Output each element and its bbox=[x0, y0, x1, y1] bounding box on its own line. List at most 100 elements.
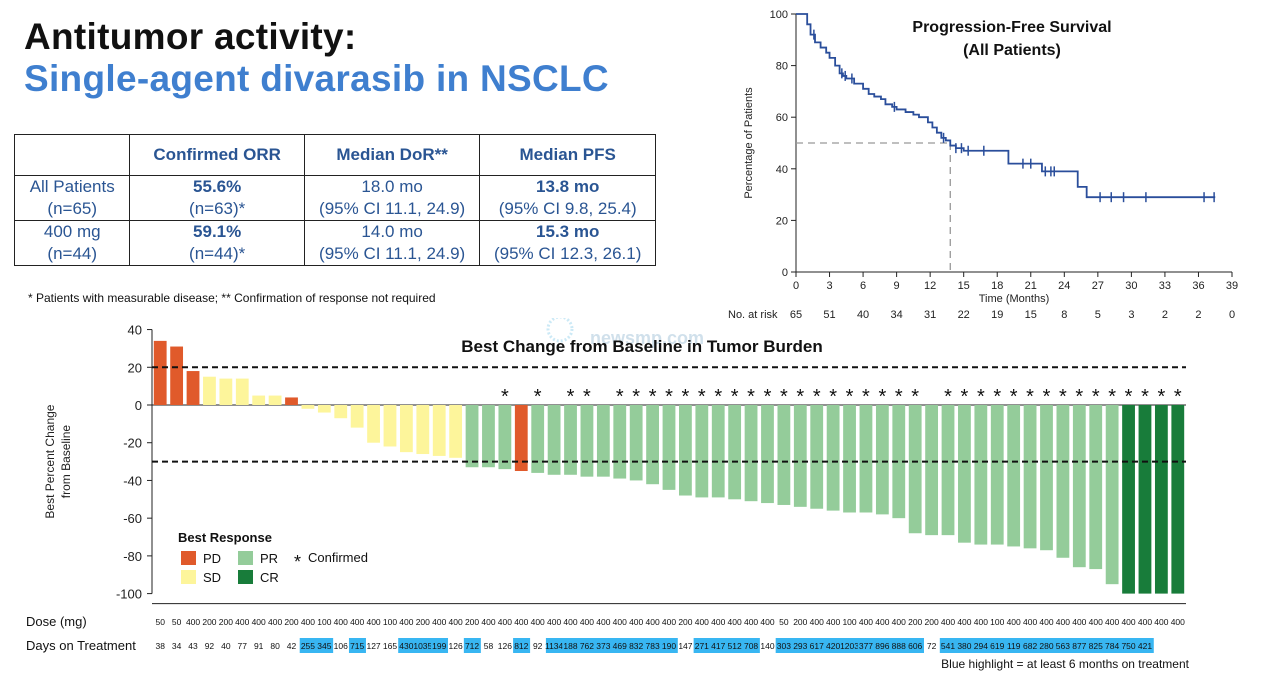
dose-value: 50 bbox=[172, 617, 182, 627]
at-risk-count: 5 bbox=[1095, 309, 1101, 321]
at-risk-count: 8 bbox=[1061, 309, 1067, 321]
days-highlight bbox=[398, 638, 416, 653]
wf-bar-pr bbox=[941, 405, 955, 536]
days-value: 430 bbox=[399, 641, 413, 651]
dose-value: 400 bbox=[350, 617, 364, 627]
wf-y-tick-label: -60 bbox=[123, 511, 142, 526]
days-value: 832 bbox=[629, 641, 643, 651]
wf-bar-sd bbox=[317, 405, 331, 413]
wf-bar-pr bbox=[482, 405, 495, 468]
dose-value: 400 bbox=[301, 617, 315, 627]
dose-value: 400 bbox=[1105, 617, 1119, 627]
wf-bar-pr bbox=[958, 405, 971, 543]
days-value: 784 bbox=[1105, 641, 1119, 651]
days-highlight bbox=[775, 638, 793, 653]
days-value: 682 bbox=[1023, 641, 1037, 651]
wf-bar-sd bbox=[252, 395, 266, 405]
days-highlight bbox=[545, 638, 563, 653]
days-value: 147 bbox=[678, 641, 692, 651]
wf-y-tick-label: -40 bbox=[123, 473, 142, 488]
dose-value: 200 bbox=[284, 617, 298, 627]
days-highlight bbox=[939, 638, 957, 653]
days-highlight bbox=[463, 638, 481, 653]
days-value: 1134 bbox=[545, 641, 564, 651]
days-highlight bbox=[644, 638, 662, 653]
at-risk-count: 51 bbox=[823, 309, 835, 321]
wf-bar-pr bbox=[465, 405, 479, 468]
wf-y-tick-label: 40 bbox=[128, 323, 142, 338]
wf-bar-pr bbox=[744, 405, 758, 502]
wf-title: Best Change from Baseline in Tumor Burde… bbox=[461, 337, 822, 356]
wf-bar-pr bbox=[531, 405, 545, 473]
days-highlight bbox=[857, 638, 875, 653]
dose-value: 400 bbox=[711, 617, 725, 627]
wf-bar-pr bbox=[925, 405, 939, 536]
confirmed-marker: * bbox=[862, 386, 870, 408]
wf-bar-cr bbox=[1138, 405, 1152, 594]
days-highlight bbox=[726, 638, 744, 653]
pfs-y-axis-label: Percentage of Patients bbox=[743, 87, 755, 199]
pfs-x-tick-label: 9 bbox=[894, 280, 900, 292]
dose-value: 400 bbox=[1154, 617, 1168, 627]
at-risk-count: 22 bbox=[958, 309, 970, 321]
confirmed-marker: * bbox=[567, 386, 575, 408]
wf-bar-pr bbox=[613, 405, 627, 479]
days-highlight bbox=[660, 638, 678, 653]
days-highlight bbox=[348, 638, 366, 653]
dose-value: 400 bbox=[662, 617, 676, 627]
slide-title: Antitumor activity: bbox=[24, 16, 357, 57]
table-header-empty bbox=[13, 134, 131, 176]
legend-title: Best Response bbox=[178, 530, 272, 545]
pfs-x-tick-label: 39 bbox=[1226, 280, 1238, 292]
days-value: 541 bbox=[941, 641, 955, 651]
dose-value: 400 bbox=[252, 617, 266, 627]
dose-value: 200 bbox=[202, 617, 216, 627]
wf-bar-pr bbox=[990, 405, 1004, 545]
at-risk-count: 0 bbox=[1229, 309, 1235, 321]
confirmed-marker: * bbox=[682, 386, 690, 408]
confirmed-marker: * bbox=[846, 386, 854, 408]
wf-bar-pr bbox=[1105, 405, 1119, 585]
days-value: 255 bbox=[301, 641, 315, 651]
wf-y-axis-label: from Baseline bbox=[59, 425, 73, 499]
dose-value: 100 bbox=[317, 617, 331, 627]
legend-label-pr: PR bbox=[260, 551, 278, 566]
confirmed-marker: * bbox=[747, 386, 755, 408]
wf-bar-cr bbox=[1122, 405, 1135, 594]
days-highlight bbox=[316, 638, 334, 653]
wf-bar-sd bbox=[203, 376, 216, 405]
dose-value: 400 bbox=[366, 617, 380, 627]
wf-bar-pr bbox=[810, 405, 824, 509]
days-value: 34 bbox=[172, 641, 182, 651]
wf-bar-pr bbox=[662, 405, 676, 490]
days-value: 42 bbox=[287, 641, 297, 651]
pfs-y-tick-label: 20 bbox=[776, 215, 788, 227]
pfs-cell: 15.3 mo (95% CI 12.3, 26.1) bbox=[479, 220, 656, 266]
pfs-y-tick-label: 100 bbox=[770, 9, 788, 21]
wf-bar-pr bbox=[1056, 405, 1070, 558]
wf-bar-pd bbox=[186, 371, 200, 405]
wf-bar-pr bbox=[1089, 405, 1103, 570]
confirmed-marker: * bbox=[878, 386, 886, 408]
at-risk-label: No. at risk bbox=[728, 309, 778, 321]
dor-cell: 18.0 mo (95% CI 11.1, 24.9) bbox=[303, 175, 481, 221]
dose-value: 400 bbox=[596, 617, 610, 627]
wf-bar-pr bbox=[629, 405, 643, 481]
dose-value: 400 bbox=[629, 617, 643, 627]
legend-swatch-pd bbox=[181, 551, 196, 565]
wf-bar-pr bbox=[1040, 405, 1053, 551]
days-value: 512 bbox=[728, 641, 742, 651]
wf-bar-pr bbox=[875, 405, 889, 515]
row-label: 400 mg (n=44) bbox=[13, 220, 131, 266]
days-highlight bbox=[841, 638, 859, 653]
wf-bar-sd bbox=[367, 405, 380, 443]
wf-bar-pr bbox=[826, 405, 840, 511]
dose-value: 400 bbox=[875, 617, 889, 627]
days-highlight bbox=[627, 638, 645, 653]
days-value: 80 bbox=[270, 641, 280, 651]
confirmed-marker: * bbox=[961, 386, 969, 408]
wf-bar-pr bbox=[596, 405, 610, 477]
confirmed-marker: * bbox=[780, 386, 788, 408]
wf-bar-pr bbox=[728, 405, 742, 500]
days-highlight bbox=[1005, 638, 1023, 653]
